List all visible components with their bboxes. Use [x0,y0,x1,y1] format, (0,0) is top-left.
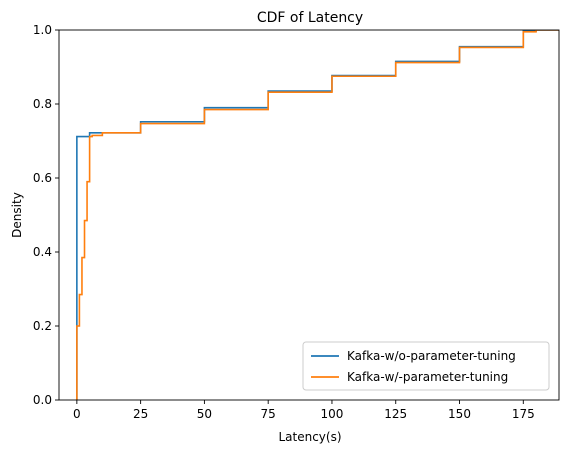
x-tick-label: 125 [384,407,407,421]
x-tick-label: 75 [261,407,276,421]
series-layer [76,30,559,400]
x-tick-label: 150 [448,407,471,421]
x-tick-label: 0 [73,407,81,421]
legend: Kafka-w/o-parameter-tuning Kafka-w/-param… [302,341,550,391]
y-tick-label: 0.4 [33,245,52,259]
series-line-1 [76,30,559,400]
x-axis-title: Latency(s) [278,430,341,444]
x-tick-label: 100 [321,407,344,421]
x-tick-label: 50 [197,407,212,421]
y-axis-title: Density [10,192,24,238]
y-tick-label: 0.0 [33,393,52,407]
x-tick-label: 25 [133,407,148,421]
axes-layer: 0 25 50 75 100 125 150 175 0.0 0.2 0.4 0.6 0.8 1.0 [33,23,560,421]
plot-frame [58,29,560,401]
legend-label-1: Kafka-w/-parameter-tuning [347,370,508,384]
y-tick-label: 0.8 [33,97,52,111]
legend-label-0: Kafka-w/o-parameter-tuning [347,349,516,363]
chart-title: CDF of Latency [257,10,363,26]
x-tick-label: 175 [512,407,535,421]
y-tick-label: 1.0 [33,23,52,37]
legend-box [302,341,550,391]
y-tick-label: 0.6 [33,171,52,185]
y-tick-label: 0.2 [33,319,52,333]
